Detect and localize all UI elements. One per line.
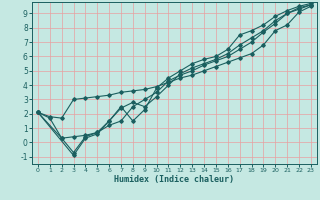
X-axis label: Humidex (Indice chaleur): Humidex (Indice chaleur) xyxy=(115,175,234,184)
